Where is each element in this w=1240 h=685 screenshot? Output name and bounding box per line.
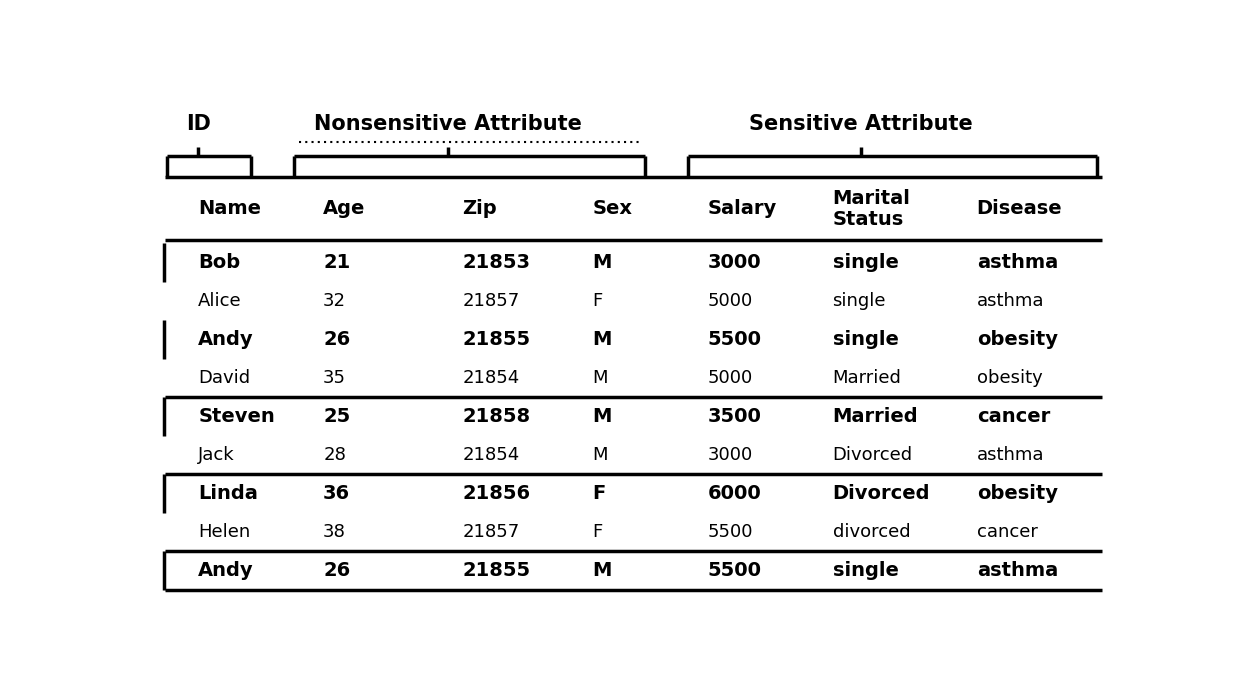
Text: 32: 32	[324, 292, 346, 310]
Text: 21854: 21854	[463, 369, 520, 387]
Text: M: M	[593, 330, 611, 349]
Text: Andy: Andy	[198, 561, 254, 580]
Text: Married: Married	[832, 369, 901, 387]
Text: Divorced: Divorced	[832, 484, 930, 503]
Text: obesity: obesity	[977, 369, 1043, 387]
Text: ID: ID	[186, 114, 211, 134]
Text: 26: 26	[324, 330, 351, 349]
Text: 21855: 21855	[463, 561, 531, 580]
Text: single: single	[832, 561, 898, 580]
Text: obesity: obesity	[977, 484, 1058, 503]
Text: single: single	[832, 253, 898, 272]
Text: Sensitive Attribute: Sensitive Attribute	[749, 114, 973, 134]
Text: M: M	[593, 407, 611, 426]
Text: asthma: asthma	[977, 561, 1058, 580]
Text: cancer: cancer	[977, 523, 1038, 541]
Text: David: David	[198, 369, 250, 387]
Text: Nonsensitive Attribute: Nonsensitive Attribute	[314, 114, 582, 134]
Text: 28: 28	[324, 446, 346, 464]
Text: Disease: Disease	[977, 199, 1063, 219]
Text: single: single	[832, 330, 898, 349]
Text: 21855: 21855	[463, 330, 531, 349]
Text: 6000: 6000	[708, 484, 761, 503]
Text: 38: 38	[324, 523, 346, 541]
Text: 5500: 5500	[708, 523, 753, 541]
Text: M: M	[593, 369, 608, 387]
Text: divorced: divorced	[832, 523, 910, 541]
Text: Divorced: Divorced	[832, 446, 913, 464]
Text: asthma: asthma	[977, 446, 1044, 464]
Text: 5500: 5500	[708, 561, 761, 580]
Text: 21857: 21857	[463, 523, 520, 541]
Text: 25: 25	[324, 407, 351, 426]
Text: 21856: 21856	[463, 484, 531, 503]
Text: Zip: Zip	[463, 199, 497, 219]
Text: Salary: Salary	[708, 199, 776, 219]
Text: Sex: Sex	[593, 199, 632, 219]
Text: 3500: 3500	[708, 407, 761, 426]
Text: 35: 35	[324, 369, 346, 387]
Text: 21858: 21858	[463, 407, 531, 426]
Text: F: F	[593, 484, 605, 503]
Text: 5500: 5500	[708, 330, 761, 349]
Text: Bob: Bob	[198, 253, 241, 272]
Text: Linda: Linda	[198, 484, 258, 503]
Text: M: M	[593, 253, 611, 272]
Text: F: F	[593, 292, 603, 310]
Text: 5000: 5000	[708, 369, 753, 387]
Text: asthma: asthma	[977, 292, 1044, 310]
Text: Alice: Alice	[198, 292, 242, 310]
Text: Steven: Steven	[198, 407, 275, 426]
Text: 36: 36	[324, 484, 350, 503]
Text: 21857: 21857	[463, 292, 520, 310]
Text: 21: 21	[324, 253, 351, 272]
Text: F: F	[593, 523, 603, 541]
Text: single: single	[832, 292, 887, 310]
Text: 3000: 3000	[708, 253, 761, 272]
Text: 3000: 3000	[708, 446, 753, 464]
Text: 26: 26	[324, 561, 351, 580]
Text: 21854: 21854	[463, 446, 520, 464]
Text: Name: Name	[198, 199, 262, 219]
Text: 21853: 21853	[463, 253, 531, 272]
Text: obesity: obesity	[977, 330, 1058, 349]
Text: Andy: Andy	[198, 330, 254, 349]
Text: 5000: 5000	[708, 292, 753, 310]
Text: Helen: Helen	[198, 523, 250, 541]
Text: cancer: cancer	[977, 407, 1050, 426]
Text: Marital
Status: Marital Status	[832, 189, 910, 229]
Text: M: M	[593, 446, 608, 464]
Text: Jack: Jack	[198, 446, 234, 464]
Text: asthma: asthma	[977, 253, 1058, 272]
Text: Age: Age	[324, 199, 366, 219]
Text: M: M	[593, 561, 611, 580]
Text: Married: Married	[832, 407, 918, 426]
